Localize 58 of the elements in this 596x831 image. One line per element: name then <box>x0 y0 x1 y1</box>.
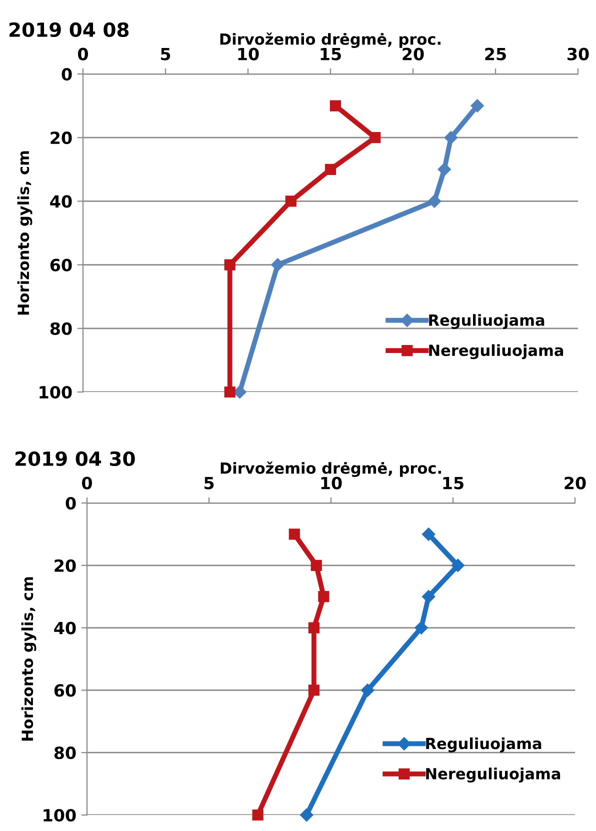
x-tick-label: 0 <box>82 476 92 490</box>
y-tick-label: 80 <box>50 322 72 335</box>
y-tick-label: 60 <box>54 684 76 697</box>
point <box>288 528 300 540</box>
x-tick-label: 30 <box>568 48 589 60</box>
y-tick-label: 0 <box>62 68 72 81</box>
point <box>451 558 464 572</box>
chart-title: 2019 04 30 <box>16 451 135 466</box>
point <box>285 196 296 207</box>
legend-label: Nereguliuojama <box>429 344 564 360</box>
point <box>444 131 458 144</box>
point <box>470 99 484 112</box>
x-tick-label: 15 <box>443 476 464 490</box>
point <box>438 162 451 176</box>
point <box>310 560 322 571</box>
point <box>324 164 336 175</box>
legend-label: Nereguliuojama <box>426 768 560 783</box>
y-tick-label: 40 <box>50 195 72 208</box>
x-tick-label: 20 <box>564 476 586 490</box>
y-tick-label: 40 <box>54 622 76 634</box>
point <box>428 194 442 208</box>
x-axis-title: Dirvožemio drėgmė, proc. <box>220 461 442 477</box>
point <box>233 385 246 399</box>
x-tick-label: 5 <box>204 476 214 490</box>
point <box>271 258 284 272</box>
x-tick-label: 15 <box>320 48 341 60</box>
x-tick-label: 0 <box>78 48 88 60</box>
y-tick-label: 60 <box>50 258 72 272</box>
point <box>300 808 314 822</box>
x-axis-title: Dirvožemio drėgmė, proc. <box>220 32 441 48</box>
x-tick-label: 10 <box>238 48 259 60</box>
x-tick-label: 20 <box>402 48 424 60</box>
point <box>369 132 381 144</box>
y-axis-title: Horizonto gylis, cm <box>17 151 32 315</box>
point <box>422 590 436 604</box>
y-tick-label: 100 <box>44 808 76 822</box>
point <box>308 622 320 634</box>
point <box>308 684 320 696</box>
y-tick-label: 0 <box>66 496 76 510</box>
point <box>330 100 342 112</box>
point <box>318 591 330 602</box>
legend-label: Reguliuojama <box>429 314 544 329</box>
point <box>361 684 374 697</box>
point <box>422 528 436 541</box>
y-tick-label: 20 <box>50 132 72 144</box>
point <box>224 386 236 398</box>
chart-title: 2019 04 08 <box>10 22 129 38</box>
y-tick-label: 80 <box>54 746 76 760</box>
x-tick-label: 5 <box>160 48 170 60</box>
x-tick-label: 25 <box>485 48 506 60</box>
y-tick-label: 20 <box>54 559 76 572</box>
y-tick-label: 100 <box>40 386 72 399</box>
legend-label: Reguliuojama <box>426 737 542 752</box>
x-tick-label: 10 <box>321 476 342 490</box>
point <box>414 621 428 634</box>
point <box>252 809 264 821</box>
y-axis-title: Horizonto gylis, cm <box>21 577 36 741</box>
point <box>224 259 236 270</box>
